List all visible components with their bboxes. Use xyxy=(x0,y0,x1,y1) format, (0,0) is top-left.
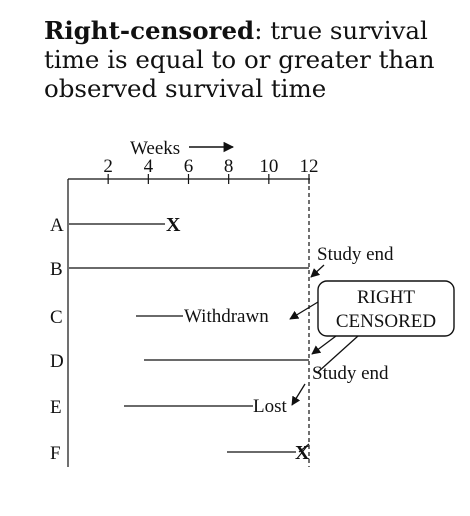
withdrawn-label: Withdrawn xyxy=(184,306,269,327)
subject-label-B: B xyxy=(50,259,63,280)
subject-label-F: F xyxy=(50,443,61,464)
tick-label-10: 10 xyxy=(259,156,278,177)
tick-label-8: 8 xyxy=(224,156,234,177)
subject-label-C: C xyxy=(50,307,63,328)
box-line-2: CENSORED xyxy=(336,311,436,332)
tick-label-2: 2 xyxy=(103,156,113,177)
definition-heading: Right-censored: true survival time is eq… xyxy=(44,16,464,103)
event-mark-A: X xyxy=(166,214,181,236)
box-line-1: RIGHT xyxy=(357,287,415,308)
axis-label: Weeks xyxy=(130,138,180,159)
definition-text: : true survival time is equal to or grea… xyxy=(44,16,435,103)
tick-labels: 2 4 6 8 10 12 xyxy=(103,156,318,177)
arrow-to-D xyxy=(311,335,337,355)
subject-label-D: D xyxy=(50,351,64,372)
definition-term: Right-censored xyxy=(44,16,255,45)
arrow-to-withdrawn xyxy=(289,301,319,320)
tick-label-4: 4 xyxy=(144,156,154,177)
study-end-label-bottom: Study end xyxy=(312,363,389,384)
study-end-label-top: Study end xyxy=(317,244,394,265)
study-end-arrow-top xyxy=(310,264,325,278)
event-mark-F: X xyxy=(295,442,310,464)
arrow-to-F xyxy=(298,443,310,453)
tick-label-12: 12 xyxy=(300,156,319,177)
lost-label: Lost xyxy=(253,396,288,417)
subject-labels: A B C D E F xyxy=(50,215,64,464)
arrow-box-to-study-end xyxy=(317,335,359,373)
subject-label-E: E xyxy=(50,397,62,418)
right-censored-box xyxy=(317,280,455,337)
arrow-to-lost xyxy=(291,383,306,406)
tick-label-6: 6 xyxy=(184,156,194,177)
subject-label-A: A xyxy=(50,215,64,236)
